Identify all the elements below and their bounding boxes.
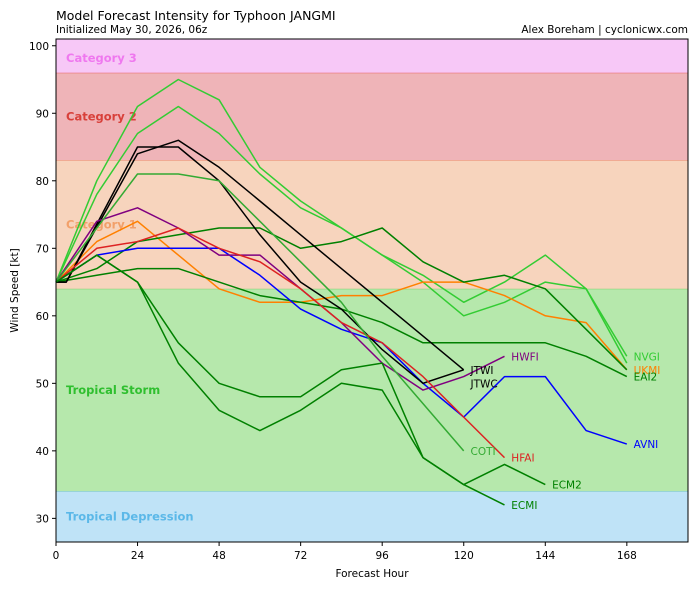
y-axis-label: Wind Speed [kt]: [9, 248, 21, 332]
x-tick-label: 168: [617, 550, 637, 562]
y-tick-label: 50: [36, 378, 49, 390]
series-line-jtwc: [56, 139, 465, 371]
x-tick-label: 0: [53, 550, 60, 562]
chart-credit: Alex Boreham | cyclonicwx.com: [521, 24, 688, 36]
series-line-hfai: [55, 227, 506, 459]
chart-title: Model Forecast Intensity for Typhoon JAN…: [56, 8, 336, 23]
series-line-unlabeled-1: [55, 105, 628, 364]
x-tick-label: 48: [212, 550, 225, 562]
y-tick-label: 60: [36, 311, 49, 323]
series-label-coti: COTI: [471, 446, 496, 458]
series-label-hwfi: HWFI: [511, 351, 538, 363]
series-line-unlabeled-3: [55, 227, 628, 371]
band-tropical-depression: [56, 491, 688, 542]
x-tick-label: 120: [454, 550, 474, 562]
axes: 0 24 48 72 96 120 144 168 30 40 50 60 70 80 90 100 Forec…: [9, 38, 689, 580]
series-line-coti: [55, 173, 465, 452]
x-tick-label: 144: [535, 550, 555, 562]
band-label-tropical-depression: Tropical Depression: [66, 509, 194, 523]
chart-subtitle: Initialized May 30, 2026, 06z: [56, 24, 208, 36]
y-tick-label: 40: [36, 446, 49, 458]
series-label-ecm2: ECM2: [552, 480, 582, 492]
band-label-category-3: Category 3: [66, 51, 137, 65]
x-tick-label: 96: [376, 550, 390, 562]
series-lines: [55, 78, 628, 506]
x-tick-label: 72: [294, 550, 307, 562]
band-label-tropical-storm: Tropical Storm: [66, 383, 160, 397]
series-label-ukmi: UKMI: [634, 365, 661, 377]
x-tick-label: 24: [131, 550, 145, 562]
plot-frame: [55, 38, 689, 543]
series-line-avni: [55, 247, 628, 445]
series-label-jtwi: JTWI: [470, 365, 494, 377]
y-tick-label: 70: [36, 243, 49, 255]
series-label-avni: AVNI: [634, 439, 659, 451]
series-label-eai2: EAI2: [634, 372, 658, 384]
y-tick-label: 90: [36, 108, 49, 120]
series-line-hwfi: [55, 207, 505, 391]
category-bands: [56, 39, 688, 542]
series-label-nvgi: NVGI: [634, 351, 660, 363]
x-axis-label: Forecast Hour: [335, 568, 409, 580]
band-category-3: [56, 39, 688, 73]
series-label-hfai: HFAI: [511, 453, 534, 465]
series-line-jtwi: [56, 146, 464, 385]
y-tick-label: 100: [29, 41, 49, 53]
series-label-ecmi: ECMI: [511, 500, 537, 512]
series-line-ukmi: [55, 220, 628, 371]
band-category-1: [56, 160, 688, 289]
series-line-ecmi: [55, 254, 505, 506]
series-label-jtwc: JTWC: [470, 378, 498, 390]
band-label-category-2: Category 2: [66, 110, 137, 124]
y-tick-label: 30: [36, 513, 49, 525]
y-tick-label: 80: [36, 176, 49, 188]
